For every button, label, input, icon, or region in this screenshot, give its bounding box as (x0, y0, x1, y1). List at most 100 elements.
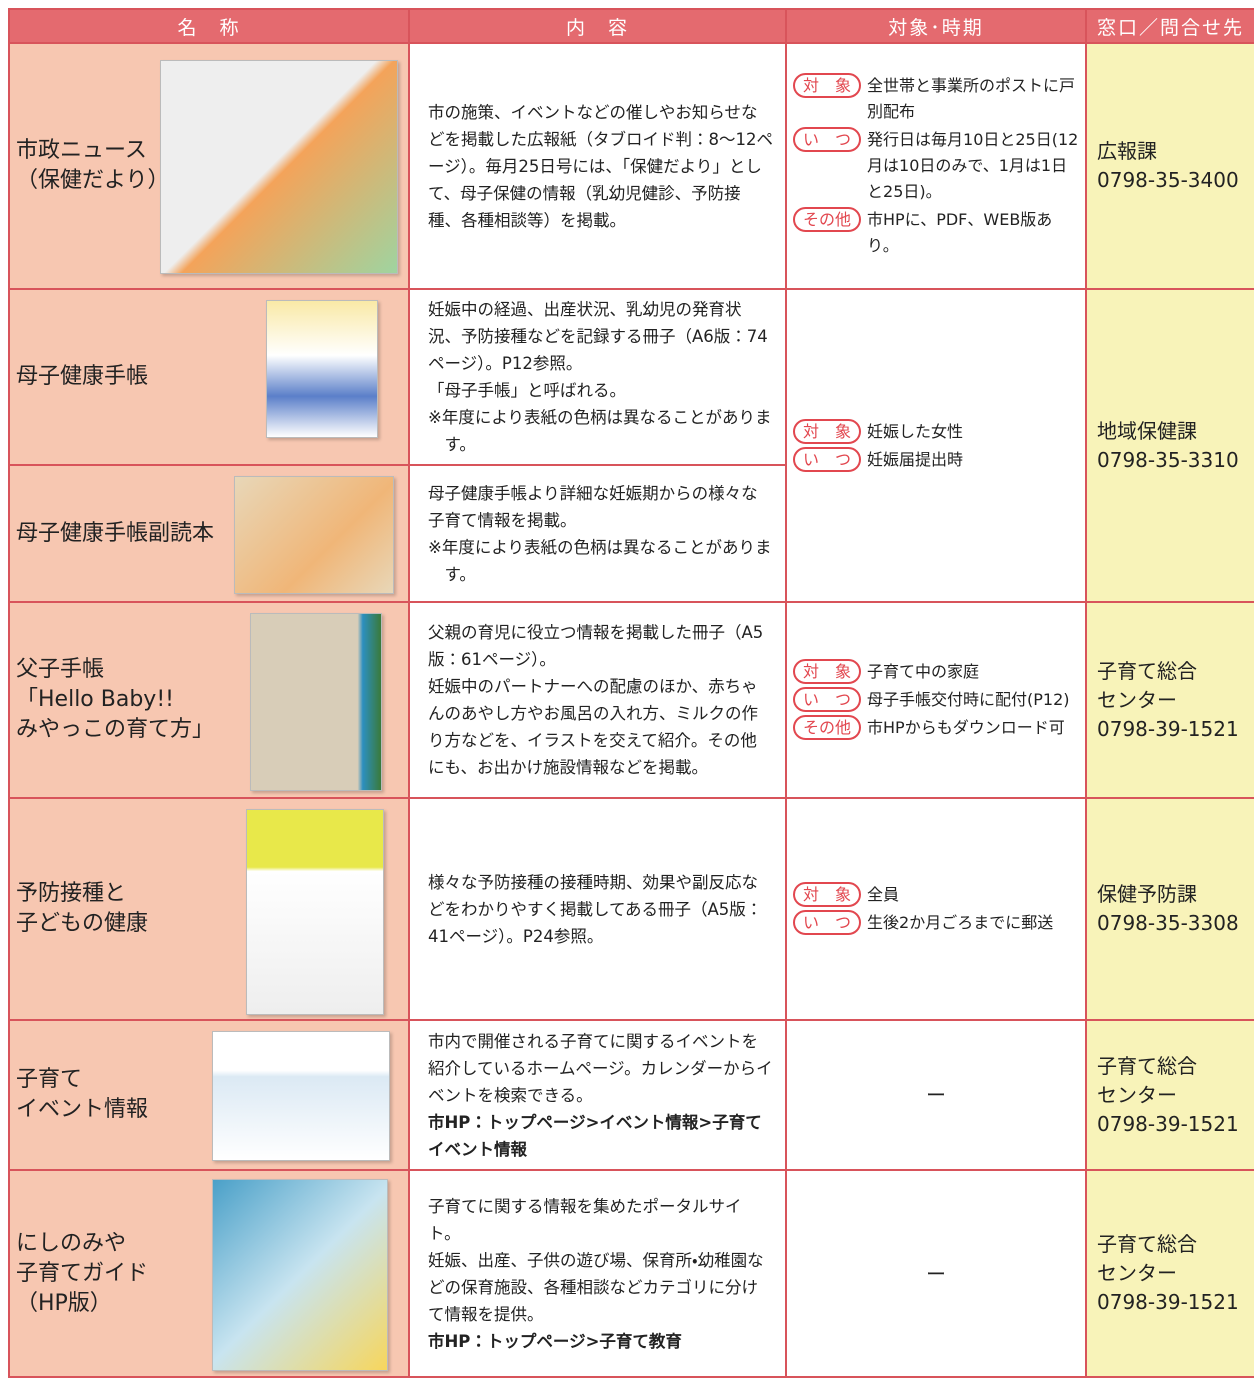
table-row: 子育て イベント情報 市内で開催される子育てに関するイベントを紹介しているホームペー… (8, 1019, 1254, 1171)
name-line: 市政ニュース (16, 138, 147, 163)
target-cell: 対 象妊娠した女性い つ妊娠届提出時 (785, 288, 1087, 603)
item-name: 母子健康手帳副読本 (16, 519, 408, 549)
target-text: 妊娠した女性 (867, 421, 964, 441)
thumbnail (250, 613, 382, 791)
thumbnail (246, 809, 384, 1015)
contact-line: 0798-39-1521 (1097, 1290, 1239, 1314)
description: 妊娠、出産、子供の遊び場、保育所・幼稚園などの保育施設、各種相談などカテゴリに分… (428, 1250, 764, 1324)
name-line: （保健だより） (16, 168, 170, 193)
target-label: 対 象 (793, 73, 862, 98)
description: 母子健康手帳より詳細な妊娠期からの様々な子育て情報を掲載。 (428, 483, 758, 530)
contact-line: 地域保健課 (1097, 418, 1197, 443)
info-table: 名 称内 容対象･時期 窓口／問合せ先 市政ニュース （保健だより） 市の施策、イベン… (8, 8, 1254, 1378)
description: 妊娠中の経過、出産状況、乳幼児の発育状況、予防接種などを記録する冊子（A6版：7… (428, 300, 768, 373)
name-cell: にしのみや 子育てガイド （HP版） (8, 1169, 410, 1378)
target-cell: 対 象子育て中の家庭い つ母子手帳交付時に配付(P12) その他 市HPからもダウン… (785, 601, 1087, 799)
target-text: 子育て中の家庭 (867, 662, 980, 681)
target-text: 生後2か月ごろまでに郵送 (867, 913, 1054, 932)
name-line: 子育て (16, 1067, 83, 1092)
name-cell: 父子手帳「Hello Baby!! みやっこの育て方」 (8, 601, 410, 799)
contact-cell: 子育て総合 センター 0798-39-1521 (1085, 1169, 1254, 1378)
thumbnail (160, 60, 398, 274)
item-name: 父子手帳「Hello Baby!! みやっこの育て方」 (16, 655, 408, 745)
contact-line: センター (1097, 687, 1177, 712)
name-line: 母子健康手帳 (16, 364, 149, 389)
target-label: い つ (793, 687, 862, 712)
thumbnail (212, 1179, 388, 1371)
item-name: 予防接種と 子どもの健康 (16, 879, 408, 939)
description: 市内で開催される子育てに関するイベントを紹介しているホームページ。カレンダーから… (428, 1031, 773, 1105)
item-name: 市政ニュース （保健だより） (16, 136, 408, 196)
content-cell: 市内で開催される子育てに関するイベントを紹介しているホームページ。カレンダーから… (408, 1019, 787, 1171)
target-label: 対 象 (793, 418, 862, 444)
contact-cell: 子育て総合 センター 0798-39-1521 (1085, 1019, 1254, 1171)
column-header: 対象･時期 (785, 8, 1087, 44)
name-line: 「Hello Baby!! (16, 687, 174, 712)
target-text: 発行日は毎月10日と25日(12月は10日のみで、1月は1日と25日)。 (867, 130, 1079, 201)
link-path: 市HP：トップページ>イベント情報>子育てイベント情報 (428, 1112, 762, 1159)
header-row: 名 称内 容対象･時期 窓口／問合せ先 (8, 8, 1254, 44)
thumbnail (266, 300, 378, 438)
description: 様々な予防接種の接種時期、効果や副反応などをわかりやすく掲載してある冊子（A5版… (428, 872, 763, 946)
column-header: 内 容 (408, 8, 787, 44)
contact-line: 保健予防課 (1097, 882, 1197, 906)
target-label: い つ (793, 127, 862, 152)
contact-cell: 広報課 0798-35-3400 (1085, 42, 1254, 290)
target-text: 母子手帳交付時に配付(P12) (867, 690, 1070, 709)
target-item: 対 象子育て中の家庭 (793, 659, 1079, 685)
table-row: 母子健康手帳 妊娠中の経過、出産状況、乳幼児の発育状況、予防接種などを記録する冊子… (8, 288, 1254, 603)
target-cell: ー (785, 1169, 1087, 1378)
table-row: にしのみや 子育てガイド （HP版） 子育てに関する情報を集めたポータルサイト。 妊娠、… (8, 1169, 1254, 1378)
target-text: 全世帯と事業所のポストに戸別配布 (867, 76, 1076, 121)
table-row: 父子手帳「Hello Baby!! みやっこの育て方」 父親の育児に役立つ情報を掲載… (8, 601, 1254, 799)
link-path: 市HP：トップページ>子育て教育 (428, 1331, 682, 1351)
table-row: 予防接種と 子どもの健康 様々な予防接種の接種時期、効果や副反応などをわかりやすく掲… (8, 797, 1254, 1021)
target-cell: ー (785, 1019, 1087, 1171)
thumbnail (234, 476, 394, 594)
content-cell: 様々な予防接種の接種時期、効果や副反応などをわかりやすく掲載してある冊子（A5版… (408, 797, 787, 1021)
name-line: みやっこの育て方」 (16, 717, 215, 742)
name-cell: 母子健康手帳 (8, 288, 410, 466)
target-item: 対 象全員 (793, 882, 1079, 908)
target-item: その他 市HPからもダウンロード可 (793, 715, 1079, 741)
target-item: 対 象妊娠した女性 (793, 418, 1079, 445)
target-item: い つ妊娠届提出時 (793, 446, 1079, 473)
name-line: 父子手帳 (16, 657, 105, 682)
contact-line: センター (1097, 1082, 1177, 1107)
contact-line: 子育て総合 (1097, 1053, 1197, 1078)
target-item: い つ発行日は毎月10日と25日(12月は10日のみで、1月は1日と25日)。 (793, 127, 1079, 205)
contact-cell: 保健予防課 0798-35-3308 (1085, 797, 1254, 1021)
description: 市の施策、イベントなどの催しやお知らせなどを掲載した広報紙（タブロイド判：8～1… (428, 102, 773, 230)
column-header: 名 称 (8, 8, 410, 44)
target-label: い つ (793, 446, 862, 472)
item-name: 母子健康手帳 (16, 362, 408, 392)
contact-line: 子育て総合 (1097, 1232, 1197, 1256)
content-cell: 市の施策、イベントなどの催しやお知らせなどを掲載した広報紙（タブロイド判：8～1… (408, 42, 787, 290)
target-cell: 対 象全員い つ生後2か月ごろまでに郵送 (785, 797, 1087, 1021)
target-item: い つ生後2か月ごろまでに郵送 (793, 910, 1079, 936)
name-line: 子育てガイド (16, 1260, 149, 1286)
content-cell: 子育てに関する情報を集めたポータルサイト。 妊娠、出産、子供の遊び場、保育所・幼稚… (408, 1169, 787, 1378)
name-cell: 予防接種と 子どもの健康 (8, 797, 410, 1021)
item-name: にしのみや 子育てガイド （HP版） (16, 1229, 408, 1319)
description: 「母子手帳」と呼ばれる。 (428, 381, 626, 400)
target-label: その他 (793, 715, 862, 740)
contact-line: 0798-35-3400 (1097, 168, 1239, 192)
target-text: 妊娠届提出時 (867, 449, 964, 469)
target-item: い つ母子手帳交付時に配付(P12) (793, 687, 1079, 713)
name-line: 子どもの健康 (16, 911, 149, 936)
target-label: 対 象 (793, 659, 862, 684)
none-mark: ー (926, 1083, 946, 1107)
contact-line: 広報課 (1097, 139, 1157, 163)
name-cell: 子育て イベント情報 (8, 1019, 410, 1171)
target-label: 対 象 (793, 882, 862, 907)
description: 父親の育児に役立つ情報を掲載した冊子（A5版：61ページ）。 (428, 623, 764, 669)
table-row: 母子健康手帳副読本 母子健康手帳より詳細な妊娠期からの様々な子育て情報を掲載。 ※年… (8, 464, 1254, 603)
contact-line: 子育て総合 (1097, 658, 1197, 683)
contact-cell: 子育て総合 センター 0798-39-1521 (1085, 601, 1254, 799)
description: ※年度により表紙の色柄は異なることがあります。 (428, 408, 772, 454)
none-mark: ー (926, 1261, 946, 1286)
name-line: イベント情報 (16, 1097, 149, 1122)
